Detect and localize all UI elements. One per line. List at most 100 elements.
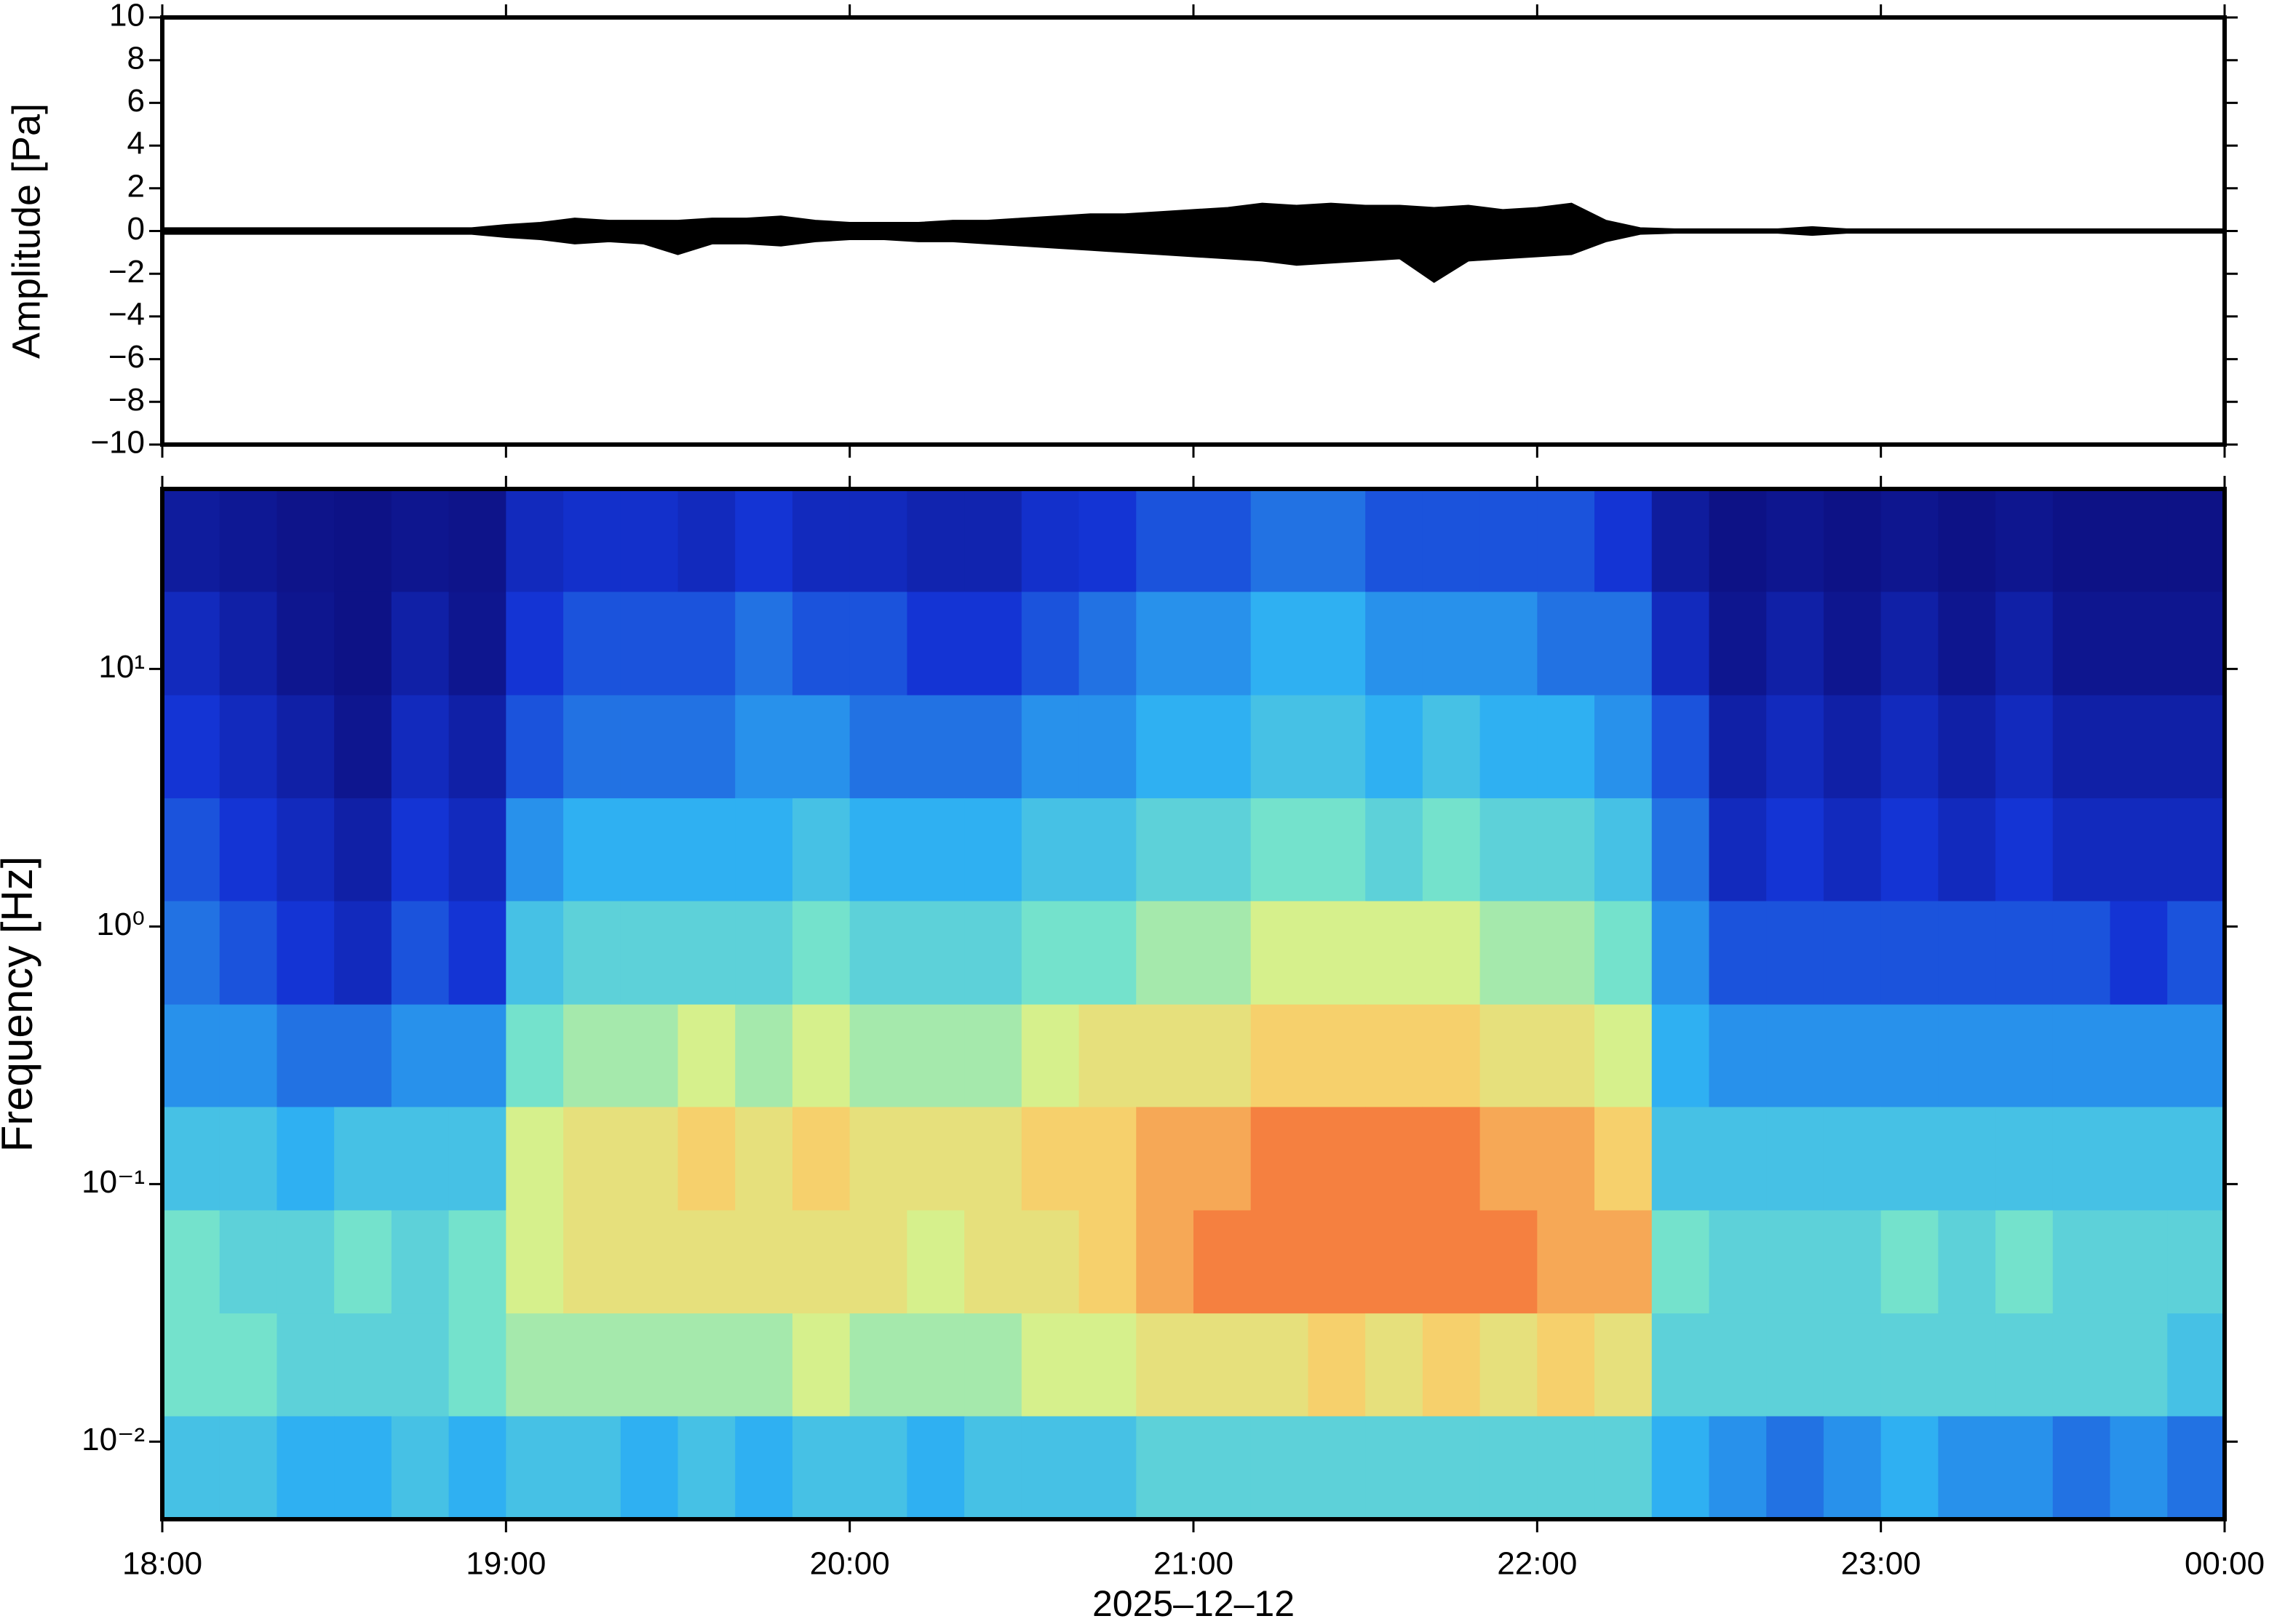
- spectrogram-cell: [1078, 489, 1137, 592]
- spectrogram-cell: [1766, 1106, 1824, 1211]
- spectrogram-cell: [1078, 694, 1137, 799]
- spectrogram-cell: [162, 1313, 220, 1417]
- spectrogram-cell: [1594, 694, 1653, 799]
- spectrogram-cell: [1823, 797, 1882, 901]
- spectrogram-cell: [563, 1106, 621, 1211]
- spectrogram-cell: [1995, 1004, 2054, 1107]
- spectrogram-cell: [1709, 1415, 1767, 1520]
- spectrogram-cell: [162, 797, 220, 901]
- spectrogram-cell: [1479, 1313, 1538, 1417]
- spectrogram-cell: [1479, 1415, 1538, 1520]
- spectrogram-cell: [1365, 694, 1423, 799]
- spectrogram-cell: [1537, 591, 1595, 696]
- spectrogram-cell: [792, 797, 851, 901]
- x-tick-label: 19:00: [466, 1546, 546, 1582]
- spectrogram-cell: [677, 1415, 736, 1520]
- y-tick-label: −4: [108, 297, 145, 333]
- spectrogram-cell: [1136, 1313, 1194, 1417]
- waveform-envelope: [162, 202, 2225, 232]
- spectrogram-cell: [1651, 1209, 1710, 1314]
- spectrogram-cell: [1365, 1313, 1423, 1417]
- spectrogram-cell: [1823, 900, 1882, 1005]
- spectrogram-cell: [735, 591, 793, 696]
- spectrogram-cell: [1422, 489, 1481, 592]
- spectrogram-cell: [391, 694, 450, 799]
- spectrogram-cell: [2167, 1415, 2225, 1520]
- spectrogram-cell: [1880, 1106, 1939, 1211]
- x-tick-label: 23:00: [1841, 1546, 1921, 1582]
- spectrogram-cell: [907, 489, 965, 592]
- spectrogram-cell: [620, 1106, 679, 1211]
- spectrogram-cell: [2167, 900, 2225, 1005]
- y-tick-label: 10¹: [98, 649, 145, 685]
- spectrogram-cell: [162, 1004, 220, 1107]
- y-tick-label: 2: [127, 168, 145, 204]
- y-axis-title: Frequency [Hz]: [0, 856, 41, 1153]
- spectrogram-cell: [2167, 1106, 2225, 1211]
- spectrogram-cell: [334, 489, 392, 592]
- spectrogram-cell: [448, 694, 506, 799]
- spectrogram-cell: [2167, 694, 2225, 799]
- spectrogram-cell: [391, 591, 450, 696]
- spectrogram-cell: [849, 1209, 907, 1314]
- spectrogram-cell: [506, 1313, 564, 1417]
- spectrogram-cell: [964, 900, 1022, 1005]
- spectrogram-cell: [506, 694, 564, 799]
- spectrogram-cell: [1537, 489, 1595, 592]
- spectrogram-cell: [1021, 797, 1080, 901]
- spectrogram-cell: [448, 489, 506, 592]
- y-tick-label: −10: [90, 425, 145, 461]
- spectrogram-cell: [1365, 591, 1423, 696]
- spectrogram-cell: [1938, 694, 1996, 799]
- spectrogram-cell: [907, 900, 965, 1005]
- spectrogram-cell: [2110, 900, 2168, 1005]
- spectrogram-cell: [1766, 900, 1824, 1005]
- spectrogram-cell: [792, 1004, 851, 1107]
- spectrogram-cell: [2110, 1415, 2168, 1520]
- waveform-envelope: [162, 230, 2225, 283]
- spectrogram-cell: [1250, 1004, 1309, 1107]
- spectrogram-cell: [219, 1313, 278, 1417]
- spectrogram-cell: [2052, 694, 2111, 799]
- spectrogram-cell: [2110, 1209, 2168, 1314]
- spectrogram-cell: [1078, 1209, 1137, 1314]
- spectrogram-cell: [162, 1209, 220, 1314]
- spectrogram-cell: [1193, 797, 1252, 901]
- spectrogram-cell: [2110, 1106, 2168, 1211]
- spectrogram-cell: [2052, 1209, 2111, 1314]
- spectrogram-cell: [391, 1209, 450, 1314]
- spectrogram-cell: [1766, 694, 1824, 799]
- spectrogram-cell: [219, 1004, 278, 1107]
- spectrogram-cell: [2110, 489, 2168, 592]
- spectrogram-cell: [219, 1209, 278, 1314]
- spectrogram-cell: [1537, 1209, 1595, 1314]
- spectrogram-cell: [448, 797, 506, 901]
- spectrogram-cell: [849, 900, 907, 1005]
- spectrogram-cell: [1308, 489, 1366, 592]
- spectrogram-cell: [964, 591, 1022, 696]
- spectrogram-cell: [1995, 591, 2054, 696]
- spectrogram-cell: [162, 694, 220, 799]
- spectrogram-cell: [1308, 900, 1366, 1005]
- spectrogram-cell: [735, 900, 793, 1005]
- spectrogram-cell: [677, 694, 736, 799]
- spectrogram-cell: [1823, 591, 1882, 696]
- spectrogram-cell: [1880, 1004, 1939, 1107]
- spectrogram-cell: [1823, 1313, 1882, 1417]
- spectrogram-cell: [792, 1313, 851, 1417]
- spectrogram-cell: [277, 1415, 335, 1520]
- spectrogram-cell: [849, 1106, 907, 1211]
- spectrogram-cell: [1594, 1313, 1653, 1417]
- spectrogram-cell: [1651, 1313, 1710, 1417]
- spectrogram-cell: [907, 591, 965, 696]
- spectrogram-cell: [506, 1106, 564, 1211]
- spectrogram-cell: [1422, 900, 1481, 1005]
- spectrogram-cell: [1193, 694, 1252, 799]
- spectrogram-cell: [792, 591, 851, 696]
- spectrogram-cell: [1766, 591, 1824, 696]
- spectrogram-cell: [1938, 797, 1996, 901]
- spectrogram-cell: [620, 489, 679, 592]
- spectrogram-cell: [907, 797, 965, 901]
- spectrogram-cell: [1651, 1415, 1710, 1520]
